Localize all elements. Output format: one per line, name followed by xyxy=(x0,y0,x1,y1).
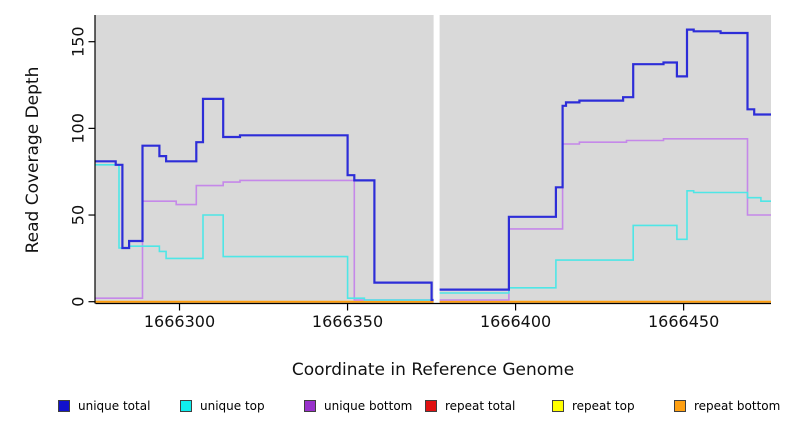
y-tick-label-100: 100 xyxy=(69,113,88,144)
legend-swatch-icon xyxy=(58,400,70,412)
legend-swatch-icon xyxy=(552,400,564,412)
legend-label: repeat total xyxy=(445,399,516,413)
legend-item-unique-total: unique total xyxy=(58,399,150,413)
plot-panel xyxy=(95,15,771,304)
x-tick-label-1666300: 1666300 xyxy=(144,312,215,331)
x-tick-label-1666400: 1666400 xyxy=(480,312,551,331)
y-tick-label-150: 150 xyxy=(69,26,88,57)
y-axis-label: Read Coverage Depth xyxy=(23,66,43,254)
legend-item-repeat-top: repeat top xyxy=(552,399,635,413)
coverage-gap xyxy=(433,14,440,305)
legend-swatch-icon xyxy=(304,400,316,412)
legend-swatch-icon xyxy=(674,400,686,412)
legend-label: unique bottom xyxy=(324,399,413,413)
y-tick-label-0: 0 xyxy=(69,297,88,307)
legend-swatch-icon xyxy=(180,400,192,412)
x-axis-label: Coordinate in Reference Genome xyxy=(291,360,575,380)
legend-item-unique-bottom: unique bottom xyxy=(304,399,412,413)
x-tick-label-1666350: 1666350 xyxy=(312,312,383,331)
legend-label: repeat top xyxy=(572,399,635,413)
x-tick-label-1666450: 1666450 xyxy=(648,312,719,331)
legend-item-repeat-bottom: repeat bottom xyxy=(674,399,780,413)
legend-label: repeat bottom xyxy=(694,399,781,413)
legend-item-repeat-total: repeat total xyxy=(425,399,515,413)
legend-swatch-icon xyxy=(425,400,437,412)
legend-label: unique total xyxy=(78,399,151,413)
y-tick-label-50: 50 xyxy=(69,205,88,225)
legend-label: unique top xyxy=(200,399,265,413)
legend: unique total unique top unique bottom repea… xyxy=(0,399,792,419)
legend-item-unique-top: unique top xyxy=(180,399,265,413)
